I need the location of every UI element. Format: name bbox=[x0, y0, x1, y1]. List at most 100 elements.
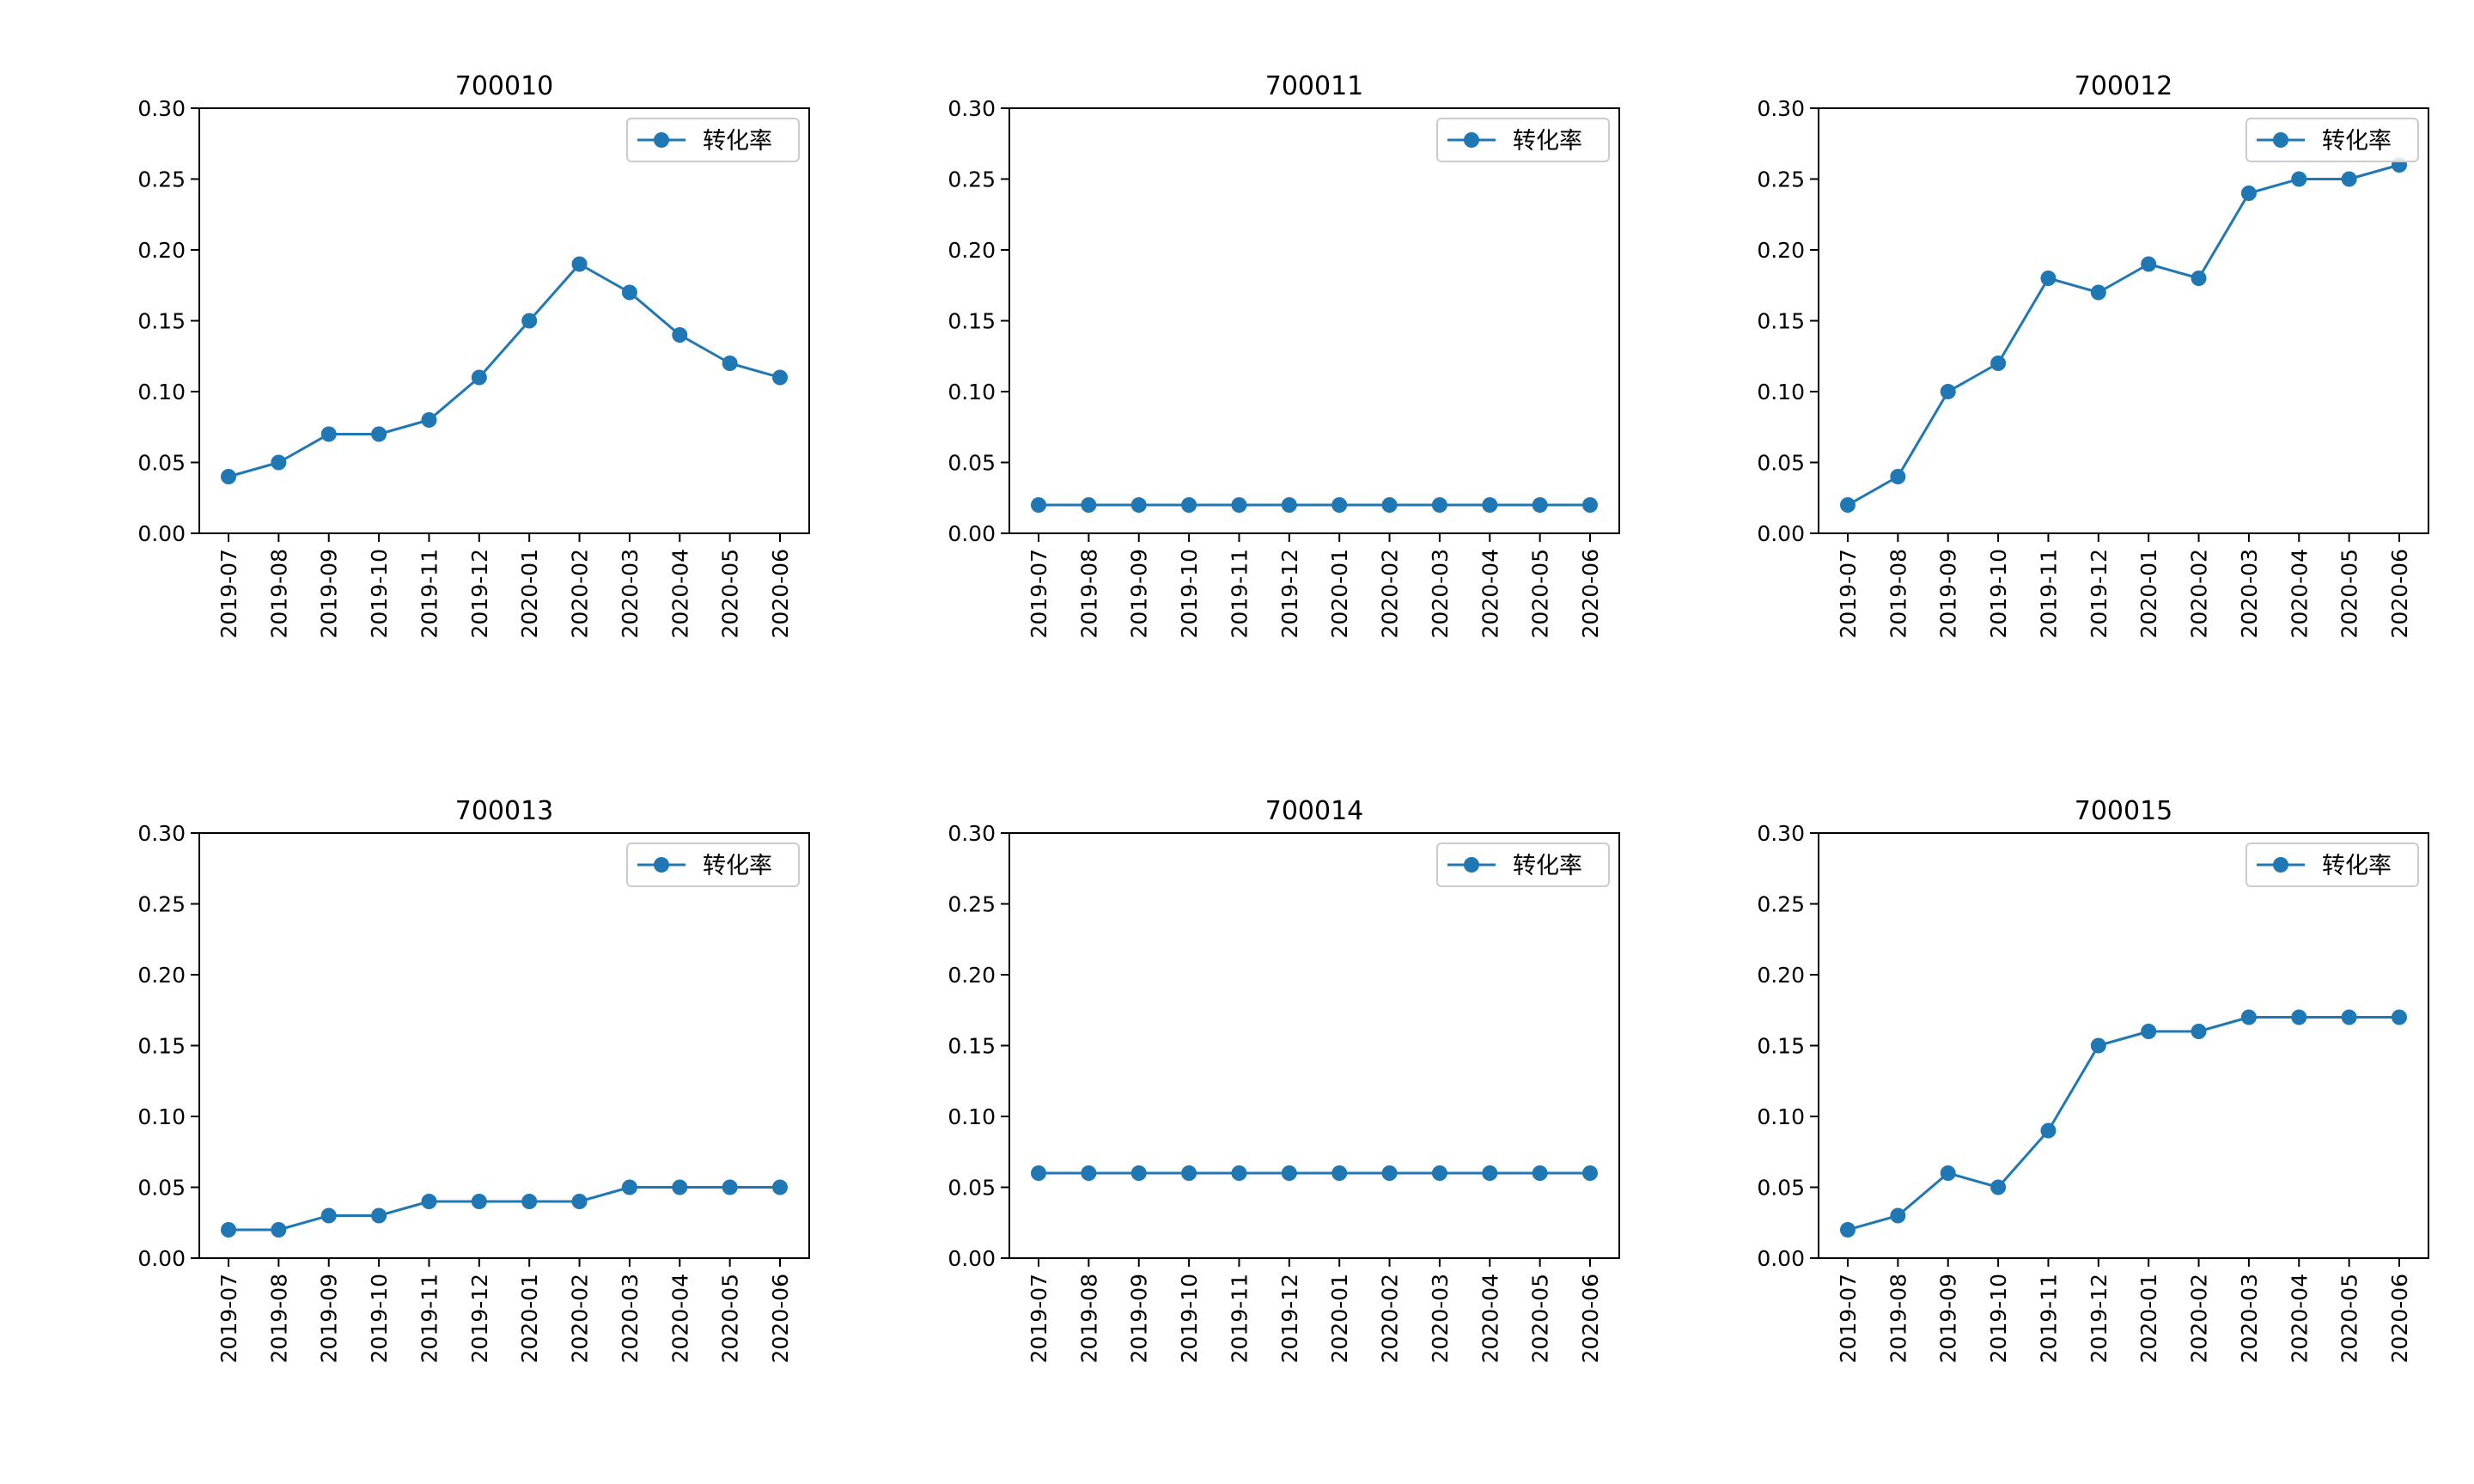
legend-marker bbox=[1464, 132, 1479, 148]
x-tick-label: 2019-09 bbox=[1936, 1274, 1961, 1363]
series-line bbox=[1847, 1016, 2399, 1232]
x-tick-label: 2019-10 bbox=[367, 1274, 392, 1363]
subplot-title: 700010 bbox=[455, 71, 554, 101]
legend: 转化率 bbox=[1436, 118, 1610, 162]
x-tick-label: 2019-11 bbox=[2036, 549, 2061, 638]
y-tick-label: 0.15 bbox=[948, 309, 996, 334]
y-tick-label: 0.25 bbox=[948, 892, 996, 917]
x-tick-label: 2020-06 bbox=[1578, 549, 1603, 638]
y-tick-label: 0.00 bbox=[1757, 1246, 1805, 1271]
legend: 转化率 bbox=[1436, 842, 1610, 887]
x-tick-label: 2019-09 bbox=[1127, 1274, 1152, 1363]
data-point bbox=[722, 1179, 738, 1195]
y-tick-label: 0.05 bbox=[137, 451, 186, 476]
x-tick-label: 2020-04 bbox=[2287, 549, 2312, 638]
y-tick-label: 0.25 bbox=[137, 167, 186, 192]
x-tick-label: 2020-02 bbox=[568, 1274, 593, 1363]
data-point bbox=[722, 356, 738, 371]
data-point bbox=[2291, 171, 2307, 187]
data-point bbox=[371, 1207, 387, 1224]
subplot-title: 700012 bbox=[2075, 71, 2173, 101]
data-point bbox=[672, 327, 688, 343]
y-tick-label: 0.20 bbox=[137, 238, 186, 263]
x-tick-label: 2019-10 bbox=[1177, 549, 1202, 638]
data-point bbox=[271, 1222, 287, 1238]
data-point bbox=[1130, 497, 1147, 513]
data-point bbox=[2090, 284, 2106, 301]
x-tick-label: 2020-03 bbox=[1428, 549, 1453, 638]
legend-label: 转化率 bbox=[1513, 128, 1582, 155]
y-tick-label: 0.10 bbox=[137, 380, 186, 404]
x-tick-label: 2019-09 bbox=[1936, 549, 1961, 638]
x-tick-label: 2019-12 bbox=[467, 549, 492, 638]
data-point bbox=[1431, 1165, 1447, 1181]
x-tick-label: 2020-04 bbox=[1478, 549, 1502, 638]
data-point bbox=[2141, 256, 2157, 272]
data-point bbox=[1331, 497, 1348, 513]
data-point bbox=[320, 426, 337, 442]
data-point bbox=[1940, 1165, 1956, 1181]
data-point bbox=[421, 412, 437, 428]
y-tick-label: 0.00 bbox=[137, 521, 186, 546]
y-tick-label: 0.20 bbox=[948, 238, 996, 263]
data-point bbox=[1331, 1165, 1348, 1181]
data-point bbox=[1582, 1165, 1598, 1181]
x-tick-label: 2019-12 bbox=[2087, 549, 2111, 638]
subplot-title: 700014 bbox=[1265, 796, 1364, 826]
x-tick-label: 2020-02 bbox=[1378, 549, 1403, 638]
x-tick-label: 2019-10 bbox=[1177, 1274, 1202, 1363]
legend-marker bbox=[2273, 132, 2288, 148]
data-point bbox=[1582, 497, 1598, 513]
x-tick-label: 2020-05 bbox=[2337, 1274, 2362, 1363]
x-tick-label: 2020-01 bbox=[517, 549, 542, 638]
x-tick-label: 2019-08 bbox=[1076, 549, 1101, 638]
data-point bbox=[1890, 469, 1906, 484]
legend-box bbox=[1436, 118, 1610, 162]
legend: 转化率 bbox=[2245, 842, 2419, 887]
y-tick-label: 0.25 bbox=[1757, 892, 1805, 917]
data-point bbox=[521, 313, 538, 329]
subplot-5: 700014 0.00 0.05 0.10 0.15 0.20 0.25 0.30 2019-0… bbox=[948, 796, 1620, 1363]
x-tick-label: 2019-09 bbox=[317, 549, 342, 638]
y-tick-label: 0.15 bbox=[1757, 1034, 1805, 1059]
data-point bbox=[1532, 497, 1548, 513]
data-point bbox=[221, 1222, 236, 1238]
data-point bbox=[1482, 1165, 1498, 1181]
y-tick-label: 0.25 bbox=[1757, 167, 1805, 192]
y-tick-label: 0.00 bbox=[137, 1246, 186, 1271]
y-tick-label: 0.15 bbox=[1757, 309, 1805, 334]
subplot-title: 700011 bbox=[1265, 71, 1364, 101]
y-tick-label: 0.10 bbox=[137, 1104, 186, 1129]
x-tick-label: 2019-11 bbox=[417, 549, 442, 638]
data-point bbox=[2341, 171, 2357, 187]
data-point bbox=[1431, 497, 1447, 513]
x-tick-label: 2019-10 bbox=[1986, 549, 2011, 638]
subplot-3: 700012 0.00 0.05 0.10 0.15 0.20 0.25 0.30 2019-0… bbox=[1757, 71, 2429, 638]
data-point bbox=[521, 1194, 538, 1209]
y-tick-label: 0.10 bbox=[1757, 380, 1805, 404]
x-tick-label: 2020-03 bbox=[1428, 1274, 1453, 1363]
x-tick-label: 2019-12 bbox=[467, 1274, 492, 1363]
series-line bbox=[1847, 163, 2400, 507]
legend-box bbox=[2245, 842, 2419, 887]
x-tick-label: 2019-07 bbox=[216, 1274, 241, 1363]
x-tick-label: 2019-10 bbox=[1986, 1274, 2011, 1363]
data-point bbox=[1990, 1179, 2007, 1195]
series-line bbox=[228, 263, 781, 478]
legend-label: 转化率 bbox=[2322, 853, 2392, 879]
data-point bbox=[2191, 271, 2207, 286]
x-tick-label: 2020-04 bbox=[1478, 1274, 1502, 1363]
legend: 转化率 bbox=[626, 118, 800, 162]
data-point bbox=[1482, 497, 1498, 513]
x-tick-label: 2020-05 bbox=[718, 549, 743, 638]
data-point bbox=[772, 369, 788, 386]
data-point bbox=[1532, 1165, 1548, 1181]
y-tick-label: 0.30 bbox=[1757, 821, 1805, 846]
plot-frame bbox=[1008, 107, 1620, 534]
data-point bbox=[2040, 1122, 2057, 1139]
y-tick-label: 0.00 bbox=[948, 1246, 996, 1271]
data-point bbox=[221, 469, 236, 484]
legend-marker bbox=[2273, 857, 2288, 873]
x-tick-label: 2020-01 bbox=[1327, 1274, 1352, 1363]
